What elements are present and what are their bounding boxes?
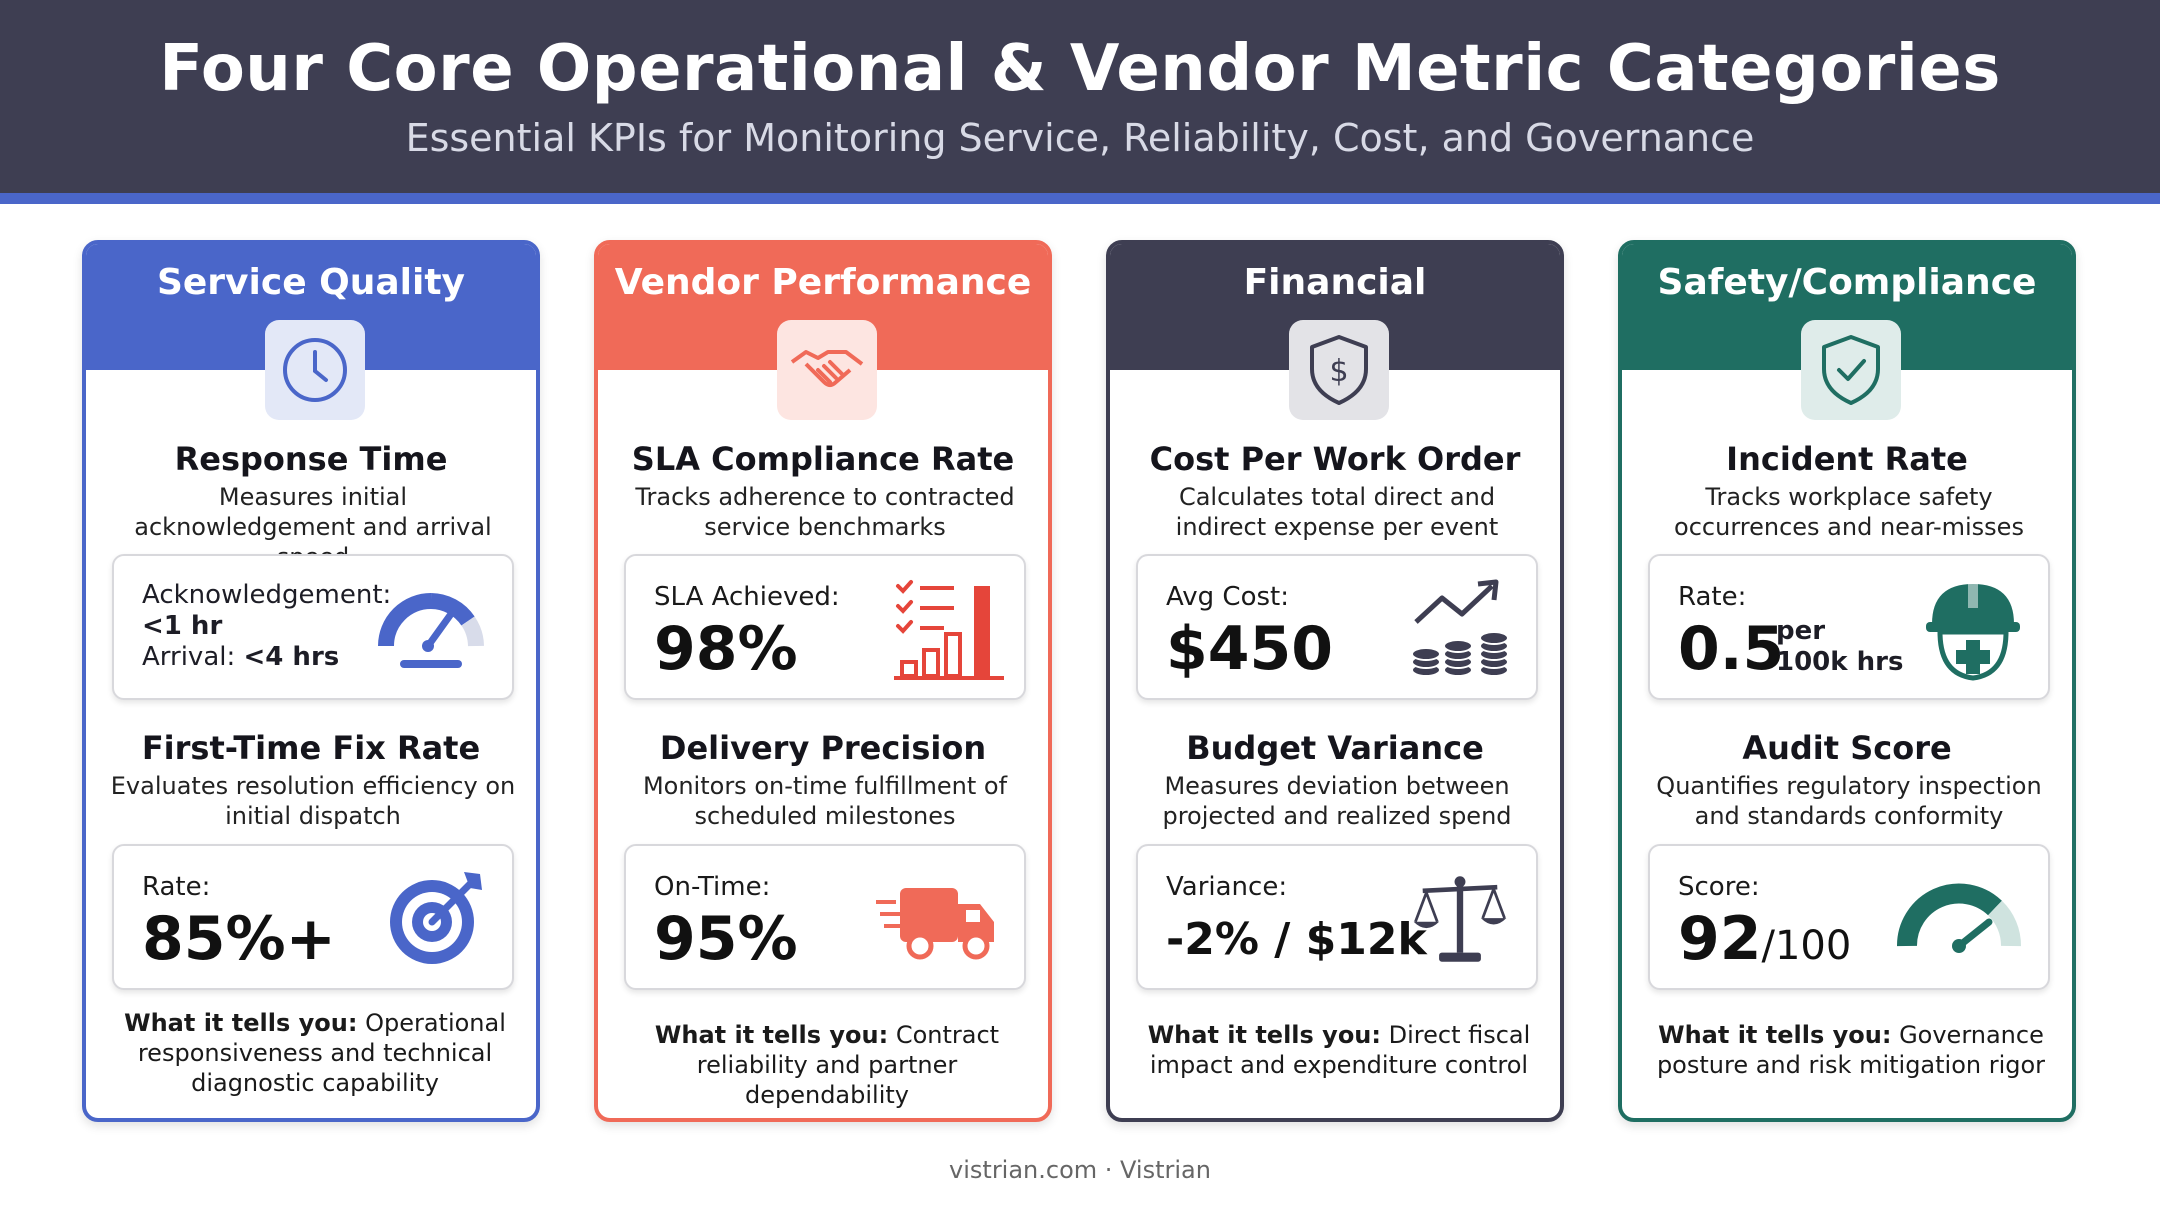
metric-name: Audit Score (1742, 729, 1952, 767)
metric-description: Tracks adherence to contracted service b… (635, 483, 1015, 541)
metric-label: Variance: (1166, 872, 1288, 902)
metric-value: 92/100 (1678, 904, 1852, 974)
metric-value-box: Avg Cost: $450 (1136, 554, 1538, 700)
footer-credit: vistrian.com · Vistrian (949, 1156, 1211, 1184)
balance-scale-icon (1413, 876, 1507, 962)
bar-chart-checklist-icon (894, 580, 1004, 680)
tells-you-text: What it tells you: Contract reliability … (654, 1021, 1000, 1109)
metric-label: Rate: (142, 872, 211, 902)
card-title: Financial (1243, 262, 1427, 303)
metric-label: SLA Achieved: (654, 582, 840, 612)
tells-you-text: What it tells you: Operational responsiv… (124, 1009, 506, 1097)
metric-value: 0.5 (1678, 614, 1785, 684)
metric-value-box: Acknowledgement: <1 hr Arrival: <4 hrs (112, 554, 514, 700)
page-subtitle: Essential KPIs for Monitoring Service, R… (405, 116, 1755, 160)
metric-value-box: Rate: 0.5 per 100k hrs (1648, 554, 2050, 700)
metric-value-box: Score: 92/100 (1648, 844, 2050, 990)
metric-value: -2% / $12k (1166, 914, 1427, 965)
metric-description: Evaluates resolution efficiency on initi… (110, 772, 516, 830)
speedometer-icon (378, 593, 484, 668)
page-title: Four Core Operational & Vendor Metric Ca… (159, 32, 2001, 106)
metric-value: $450 (1166, 614, 1333, 684)
metric-name: Budget Variance (1186, 729, 1484, 767)
tells-you-text: What it tells you: Direct fiscal impact … (1147, 1021, 1531, 1079)
metric-name: Response Time (174, 440, 448, 478)
metric-value-box: SLA Achieved: 98% (624, 554, 1026, 700)
metric-value: 95% (654, 904, 798, 974)
metric-unit: /100 (1761, 923, 1852, 969)
metric-description: Tracks workplace safety occurrences and … (1674, 483, 2024, 541)
metric-label: On-Time: (654, 872, 771, 902)
gauge-icon (1896, 883, 2021, 953)
check-shield-icon (1801, 320, 1901, 420)
coin-stacks-growth-icon (1411, 579, 1509, 677)
hard-hat-medical-icon (1926, 580, 2020, 681)
metric-label: Avg Cost: (1166, 582, 1289, 612)
metric-name: Delivery Precision (659, 729, 987, 767)
metric-name: Cost Per Work Order (1149, 440, 1521, 478)
metric-label: Rate: (1678, 582, 1747, 612)
dollar-shield-icon: $ (1289, 320, 1389, 420)
card-vendor-performance: Vendor Performance SLA Compliance Rate T… (594, 240, 1052, 1122)
metric-description: Monitors on-time fulfillment of schedule… (642, 772, 1008, 830)
metric-name: SLA Compliance Rate (631, 440, 1015, 478)
metric-label: Score: (1678, 872, 1760, 902)
metric-name: Incident Rate (1726, 440, 1968, 478)
metric-label: Acknowledgement: <1 hr Arrival: <4 hrs (142, 580, 392, 672)
metric-value-box: Rate: 85%+ (112, 844, 514, 990)
metric-description: Calculates total direct and indirect exp… (1175, 483, 1499, 541)
metric-value-box: Variance: -2% / $12k (1136, 844, 1538, 990)
metric-value: 98% (654, 614, 798, 684)
clock-icon (265, 320, 365, 420)
handshake-icon (777, 320, 877, 420)
delivery-truck-icon (876, 888, 994, 960)
card-financial: Financial $ Cost Per Work Order Calculat… (1106, 240, 1564, 1122)
card-safety-compliance: Safety/Compliance Incident Rate Tracks w… (1618, 240, 2076, 1122)
metric-unit: per 100k hrs (1776, 616, 1904, 677)
card-title: Safety/Compliance (1657, 262, 2037, 303)
target-icon (390, 872, 482, 964)
header-accent-stripe (0, 193, 2160, 204)
metric-value: 85%+ (142, 904, 336, 974)
tells-you-text: What it tells you: Governance posture an… (1656, 1021, 2046, 1079)
header-banner (0, 0, 2160, 193)
card-service-quality: Service Quality Response Time Measures i… (82, 240, 540, 1122)
card-title: Vendor Performance (614, 262, 1032, 303)
metric-description: Measures deviation between projected and… (1162, 772, 1512, 830)
svg-text:$: $ (1329, 354, 1348, 389)
metric-value-box: On-Time: 95% (624, 844, 1026, 990)
card-title: Service Quality (156, 262, 466, 303)
metric-description: Quantifies regulatory inspection and sta… (1656, 772, 2042, 830)
metric-name: First-Time Fix Rate (141, 729, 481, 767)
